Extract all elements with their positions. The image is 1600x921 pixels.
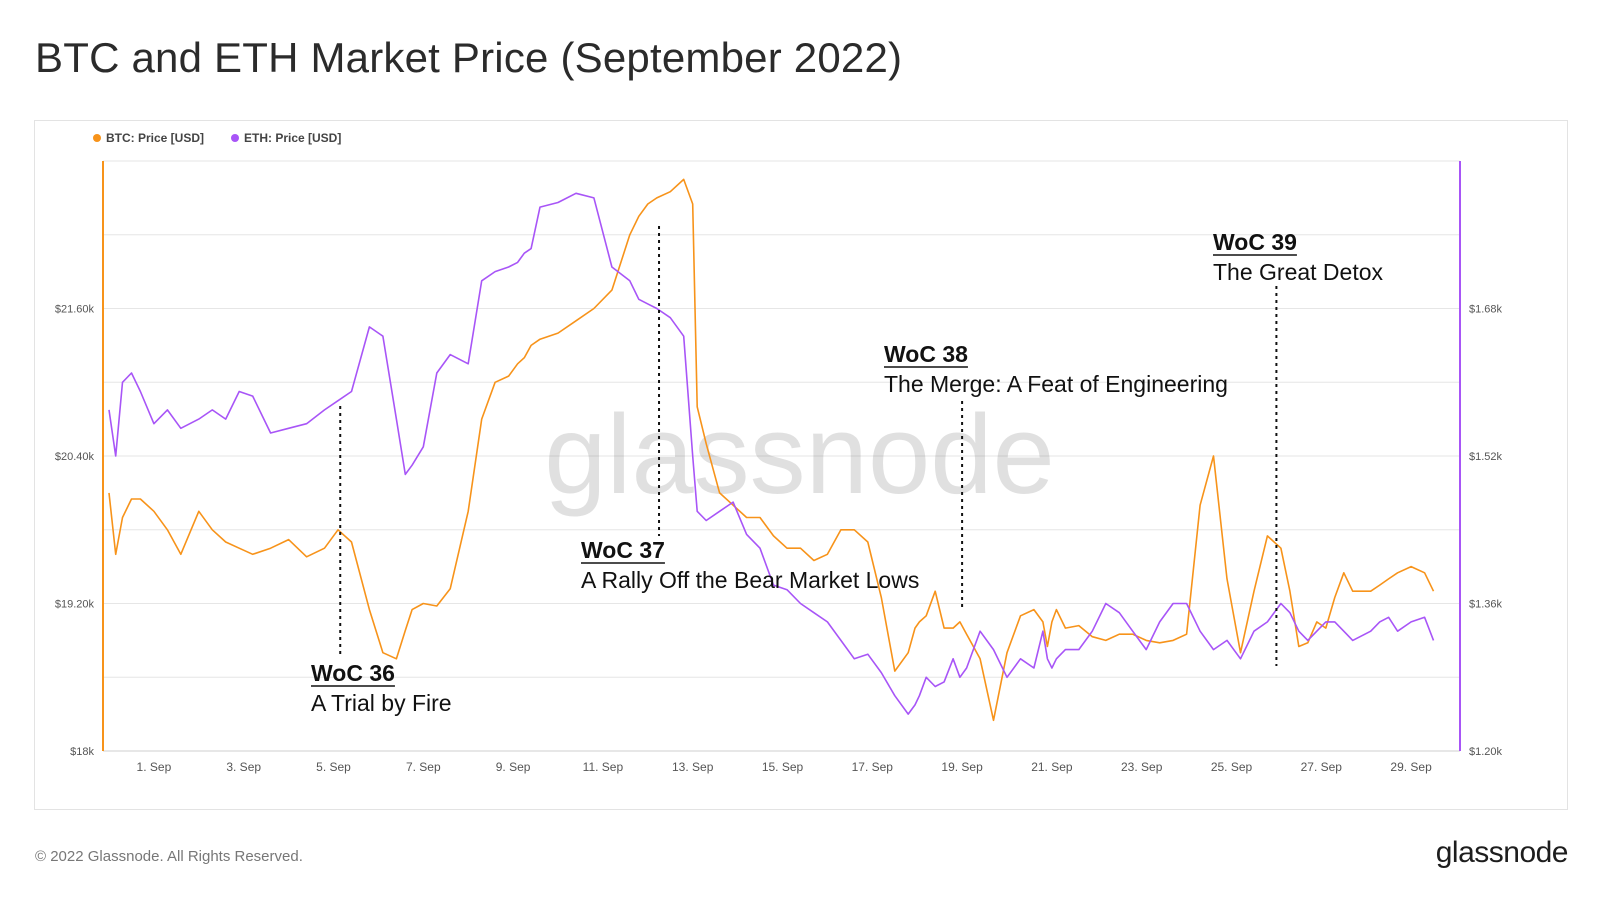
watermark-text: glassnode — [544, 392, 1055, 517]
x-tick-label: 29. Sep — [1390, 760, 1432, 774]
y-right-tick-label: $1.36k — [1469, 599, 1503, 611]
y-right-tick-label: $1.20k — [1469, 746, 1503, 758]
x-tick-label: 5. Sep — [316, 760, 351, 774]
x-tick-label: 27. Sep — [1301, 760, 1343, 774]
x-tick-label: 17. Sep — [852, 760, 894, 774]
legend-dot — [93, 134, 101, 142]
legend-label: ETH: Price [USD] — [244, 131, 341, 145]
x-tick-label: 9. Sep — [496, 760, 531, 774]
x-tick-label: 7. Sep — [406, 760, 441, 774]
annotation-subtitle: The Great Detox — [1213, 259, 1384, 285]
annotation-title: WoC 39 — [1213, 229, 1297, 255]
annotation-title: WoC 38 — [884, 341, 968, 367]
y-right-tick-label: $1.52k — [1469, 451, 1503, 463]
annotation-subtitle: A Trial by Fire — [311, 690, 452, 716]
x-tick-label: 3. Sep — [226, 760, 261, 774]
x-tick-label: 25. Sep — [1211, 760, 1253, 774]
x-tick-label: 23. Sep — [1121, 760, 1163, 774]
price-chart: glassnode $18k $19.20k $20.40k $21.60k $1.20k… — [55, 131, 1503, 774]
annotation-title: WoC 37 — [581, 537, 665, 563]
y-left-tick-label: $18k — [70, 746, 94, 758]
legend-label: BTC: Price [USD] — [106, 131, 204, 145]
chart-container: glassnode $18k $19.20k $20.40k $21.60k $1.20k… — [34, 120, 1568, 810]
x-tick-label: 19. Sep — [941, 760, 983, 774]
y-left-tick-label: $19.20k — [55, 599, 95, 611]
y-right-tick-label: $1.68k — [1469, 304, 1503, 316]
x-tick-label: 21. Sep — [1031, 760, 1073, 774]
x-tick-label: 13. Sep — [672, 760, 714, 774]
glassnode-logo: glassnode — [1435, 836, 1569, 869]
y-left-tick-label: $21.60k — [55, 304, 95, 316]
x-tick-label: 15. Sep — [762, 760, 804, 774]
page-title: BTC and ETH Market Price (September 2022… — [35, 34, 903, 81]
x-tick-label: 1. Sep — [137, 760, 172, 774]
eth-price-line — [108, 192, 1435, 715]
y-left-tick-label: $20.40k — [55, 451, 95, 463]
copyright-text: © 2022 Glassnode. All Rights Reserved. — [35, 848, 303, 865]
annotation-subtitle: A Rally Off the Bear Market Lows — [581, 567, 919, 593]
legend-dot — [231, 134, 239, 142]
btc-price-line — [108, 178, 1435, 722]
annotation-subtitle: The Merge: A Feat of Engineering — [884, 371, 1228, 397]
x-tick-label: 11. Sep — [583, 760, 624, 774]
annotation-title: WoC 36 — [311, 660, 395, 686]
